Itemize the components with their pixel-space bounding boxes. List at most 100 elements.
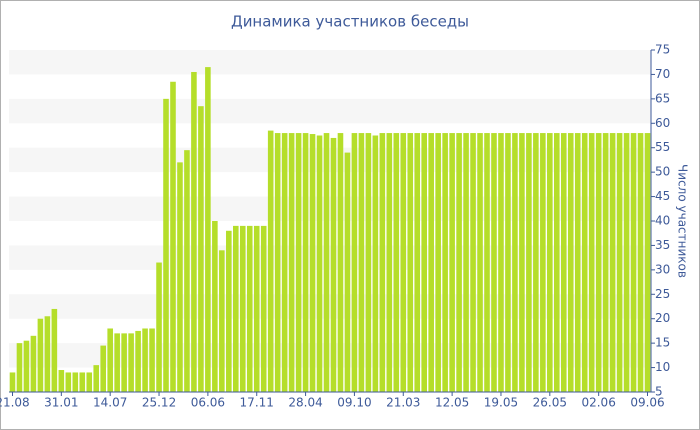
bar — [540, 133, 546, 393]
bar — [316, 135, 323, 392]
bar — [163, 98, 169, 392]
y-tick-label: 65 — [655, 91, 670, 105]
bar — [226, 230, 232, 392]
grid-band — [9, 50, 651, 75]
bar — [567, 133, 574, 393]
bar — [198, 106, 204, 392]
bar — [602, 133, 609, 393]
y-axis-label: Число участников — [676, 164, 690, 278]
x-tick-label: 14.07 — [93, 396, 127, 410]
bar — [288, 133, 295, 393]
x-tick-label: 21.03 — [386, 396, 420, 410]
bar — [442, 133, 448, 393]
bar — [414, 133, 421, 393]
bar — [379, 133, 386, 393]
y-tick-label: 5 — [655, 385, 663, 399]
bar — [233, 225, 239, 392]
bar — [149, 328, 155, 392]
bar — [295, 133, 302, 393]
bar — [274, 133, 281, 393]
y-tick-label: 55 — [655, 140, 670, 154]
bar — [205, 67, 211, 392]
bar — [177, 162, 183, 392]
x-tick-label: 09.10 — [337, 396, 371, 410]
bar — [323, 133, 330, 393]
x-tick-label: 28.04 — [288, 396, 322, 410]
bar — [107, 328, 113, 392]
y-tick-label: 40 — [655, 214, 670, 228]
bar — [281, 133, 288, 393]
bar — [456, 133, 462, 393]
y-tick-label: 20 — [655, 311, 670, 325]
bar — [477, 133, 483, 393]
bar — [191, 71, 197, 392]
bar — [239, 225, 246, 392]
bar — [330, 137, 337, 392]
bar — [253, 225, 260, 392]
bar — [79, 372, 86, 392]
bar — [184, 150, 190, 392]
bar — [595, 133, 602, 393]
y-tick-label: 50 — [655, 165, 670, 179]
bar — [428, 133, 434, 393]
bar — [135, 330, 141, 392]
bar — [219, 250, 225, 392]
bar — [560, 133, 567, 393]
bar — [44, 316, 51, 392]
bar — [533, 133, 539, 393]
x-tick-label: 09.06 — [630, 396, 664, 410]
bar — [505, 133, 511, 393]
bar — [581, 133, 588, 393]
bar — [358, 133, 365, 393]
bar — [128, 333, 134, 392]
bar — [86, 372, 93, 392]
bar — [644, 133, 651, 393]
bar — [484, 133, 490, 393]
bar — [393, 133, 400, 393]
bar — [30, 335, 37, 392]
bar — [400, 133, 407, 393]
bar — [142, 328, 148, 392]
bar — [23, 340, 30, 392]
bar — [588, 133, 595, 393]
bar — [609, 133, 616, 393]
x-tick-label: 12.05 — [435, 396, 469, 410]
bar — [51, 308, 58, 392]
bar — [58, 370, 65, 392]
bar — [637, 133, 644, 393]
y-tick-label: 25 — [655, 287, 670, 301]
bar — [574, 133, 581, 393]
bar — [156, 262, 162, 392]
y-tick-label: 10 — [655, 360, 670, 374]
bar — [9, 372, 16, 392]
bar — [435, 133, 441, 393]
x-tick-label: 21.08 — [0, 396, 30, 410]
bar — [365, 133, 372, 393]
bar — [407, 133, 414, 393]
bar — [65, 372, 72, 392]
bar — [93, 365, 100, 392]
bar — [554, 133, 560, 393]
bar — [616, 133, 623, 393]
bar — [302, 133, 309, 393]
bar — [519, 133, 525, 393]
y-tick-label: 35 — [655, 238, 670, 252]
bar — [512, 133, 518, 393]
y-tick-label: 15 — [655, 336, 670, 350]
y-tick-label: 75 — [655, 43, 670, 57]
bar — [351, 133, 358, 393]
bar — [449, 133, 455, 393]
bar — [114, 333, 120, 392]
bar — [16, 343, 23, 392]
bar — [72, 372, 79, 392]
x-tick-label: 02.06 — [581, 396, 615, 410]
bar — [386, 133, 393, 393]
bar — [526, 133, 532, 393]
x-tick-label: 31.01 — [44, 396, 78, 410]
grid-band — [9, 98, 651, 124]
bar — [260, 225, 267, 392]
bar — [170, 81, 176, 392]
bar — [309, 134, 316, 392]
chart-title: Динамика участников беседы — [231, 13, 469, 31]
